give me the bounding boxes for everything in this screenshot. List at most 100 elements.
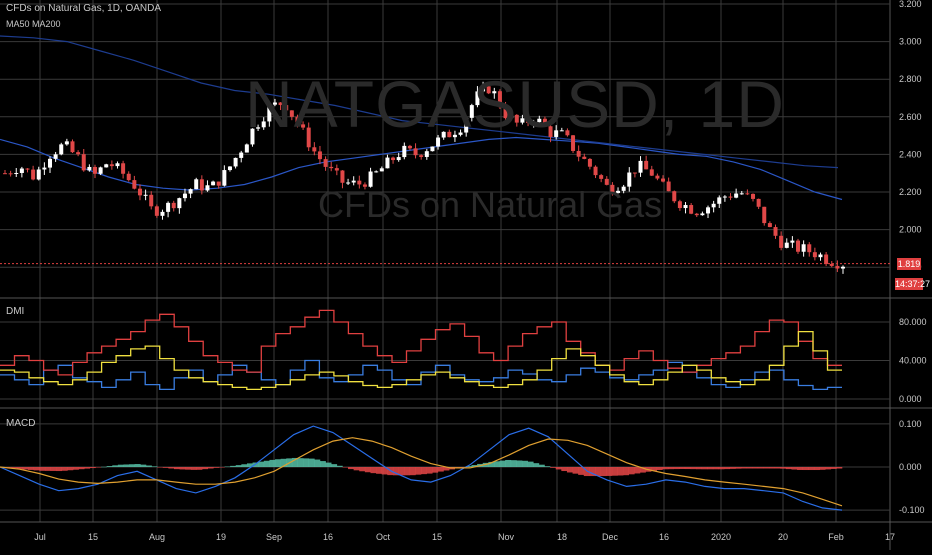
candle-body bbox=[132, 180, 137, 189]
macd-hist-bar bbox=[89, 467, 96, 469]
time-tick-label: 17 bbox=[885, 532, 895, 542]
candle-body bbox=[756, 198, 761, 207]
macd-hist-bar bbox=[746, 467, 753, 469]
candle-body bbox=[458, 132, 463, 135]
candle-body bbox=[36, 169, 41, 180]
candle-body bbox=[616, 190, 621, 194]
candle-body bbox=[452, 134, 457, 138]
macd-hist-bar bbox=[140, 464, 147, 467]
macd-hist-bar bbox=[769, 467, 775, 469]
macd-tick-label: 0.000 bbox=[899, 462, 922, 472]
candle-body bbox=[407, 145, 412, 149]
candle-body bbox=[537, 118, 542, 123]
time-tick-label: Oct bbox=[376, 532, 391, 542]
candle-body bbox=[379, 168, 384, 172]
ma50-line bbox=[0, 136, 843, 201]
candle-body bbox=[53, 154, 58, 159]
macd-hist-bar bbox=[50, 467, 57, 471]
macd-hist-bar bbox=[325, 462, 332, 467]
candle-body bbox=[261, 121, 266, 128]
time-tick-label: Sep bbox=[266, 532, 282, 542]
macd-hist-bar bbox=[398, 467, 405, 476]
macd-hist-bar bbox=[623, 467, 629, 476]
macd-hist-bar bbox=[348, 467, 354, 470]
candle-body bbox=[661, 178, 666, 182]
macd-hist-bar bbox=[353, 467, 360, 471]
macd-hist-bar bbox=[5, 467, 12, 468]
candle-body bbox=[177, 198, 182, 209]
macd-hist-bar bbox=[117, 464, 124, 467]
macd-hist-bar bbox=[263, 460, 270, 467]
macd-hist-bar bbox=[134, 464, 141, 467]
macd-hist-bar bbox=[95, 467, 102, 468]
macd-hist-bar bbox=[667, 467, 674, 470]
candle-body bbox=[824, 254, 829, 264]
candle-body bbox=[520, 118, 525, 123]
candle-body bbox=[700, 213, 705, 216]
countdown-tag: 14:37:27 bbox=[895, 278, 931, 290]
candle-body bbox=[767, 223, 772, 228]
candle-body bbox=[565, 130, 570, 136]
macd-hist-bar bbox=[550, 467, 557, 468]
candle-body bbox=[509, 114, 514, 119]
macd-hist-bar bbox=[611, 467, 618, 476]
macd-hist-bar bbox=[595, 467, 601, 477]
candle-body bbox=[413, 148, 418, 156]
candle-body bbox=[818, 254, 823, 258]
macd-hist-bar bbox=[606, 467, 613, 476]
candle-body bbox=[357, 180, 362, 185]
macd-hist-bar bbox=[230, 465, 237, 467]
macd-hist-bar bbox=[802, 467, 809, 471]
macd-hist-bar bbox=[830, 467, 837, 469]
candle-body bbox=[638, 160, 643, 173]
candle-body bbox=[98, 167, 103, 174]
candle-body bbox=[554, 130, 559, 137]
macd-hist-bar bbox=[16, 467, 23, 469]
candlesticks bbox=[3, 81, 845, 274]
candle-body bbox=[599, 175, 604, 179]
macd-hist-bar bbox=[28, 467, 34, 470]
macd-hist-bar bbox=[791, 467, 798, 470]
candle-body bbox=[683, 205, 688, 209]
macd-hist-bar bbox=[39, 467, 46, 471]
macd-hist-bar bbox=[460, 467, 467, 468]
candle-body bbox=[779, 235, 784, 248]
candle-body bbox=[475, 91, 480, 106]
macd-hist-bar bbox=[516, 460, 523, 467]
macd-hist-bar bbox=[639, 467, 646, 473]
macd-hist-bar bbox=[752, 467, 759, 469]
macd-hist-bar bbox=[78, 467, 85, 470]
candle-body bbox=[627, 172, 632, 187]
macd-hist-bar bbox=[190, 467, 197, 470]
candle-body bbox=[76, 152, 81, 155]
candle-body bbox=[368, 171, 373, 187]
dmi-tick-label: 40.000 bbox=[899, 356, 927, 366]
macd-hist-bar bbox=[572, 467, 579, 474]
macd-hist-bar bbox=[432, 467, 439, 473]
time-tick-label: Nov bbox=[498, 532, 515, 542]
macd-hist-bar bbox=[101, 466, 107, 468]
macd-hist-bar bbox=[836, 467, 843, 469]
macd-hist-bar bbox=[291, 457, 298, 467]
macd-hist-bar bbox=[813, 467, 820, 471]
macd-hist-bar bbox=[218, 467, 225, 468]
macd-hist-bar bbox=[437, 467, 444, 472]
dmi-tick-label: 80.000 bbox=[899, 317, 927, 327]
macd-line bbox=[0, 425, 843, 511]
macd-hist-bar bbox=[376, 467, 383, 474]
macd-hist-bar bbox=[174, 467, 180, 470]
dmi-lines bbox=[0, 309, 842, 391]
candle-body bbox=[362, 184, 367, 187]
candle-body bbox=[306, 127, 311, 148]
macd-hist-bar bbox=[415, 467, 422, 475]
candle-body bbox=[31, 169, 36, 180]
candle-body bbox=[396, 157, 401, 161]
candle-body bbox=[469, 105, 474, 118]
macd-hist-bar bbox=[421, 467, 427, 475]
candle-body bbox=[559, 130, 564, 132]
candle-body bbox=[464, 117, 469, 133]
macd-hist-bar bbox=[196, 467, 203, 470]
macd-hist-bar bbox=[280, 458, 287, 467]
